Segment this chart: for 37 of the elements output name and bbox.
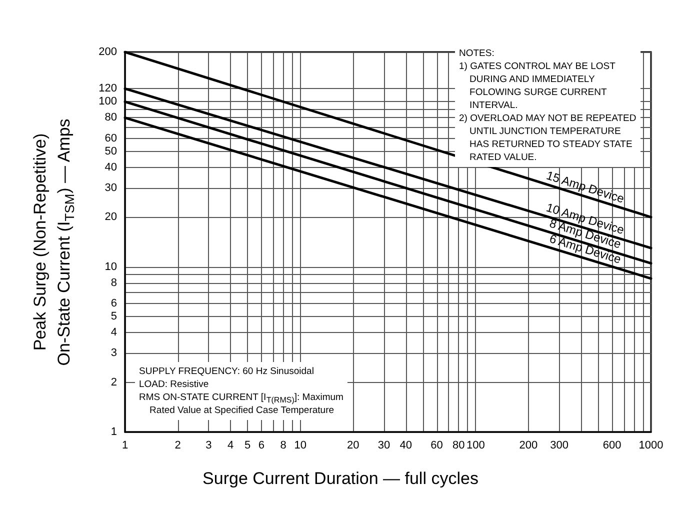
x-tick-label: 3 (206, 440, 212, 452)
y-tick-label: 1 (110, 426, 117, 438)
x-tick-label: 80 (452, 440, 465, 452)
y-tick-label: 20 (104, 211, 117, 224)
x-tick-label: 600 (602, 440, 622, 452)
x-tick-label: 5 (244, 440, 251, 452)
y-tick-label: 4 (110, 326, 117, 339)
x-tick-label: 20 (346, 440, 360, 452)
y-tick-label: 8 (110, 276, 117, 289)
x-tick-label: 200 (519, 440, 538, 452)
x-tick-label: 2 (174, 440, 181, 452)
x-tick-label: 8 (280, 440, 286, 452)
y-tick-label: 120 (98, 82, 117, 95)
y-tick-label: 6 (110, 297, 117, 310)
y-tick-label: 40 (104, 161, 117, 174)
y-tick-label: 50 (104, 145, 117, 158)
x-tick-label: 4 (228, 440, 234, 452)
x-tick-label: 1000 (638, 440, 664, 452)
x-tick-label: 1 (122, 440, 128, 452)
y-tick-label: 3 (110, 347, 117, 360)
x-tick-label: 300 (550, 440, 568, 452)
y-tick-label: 30 (104, 182, 117, 194)
x-tick-label: 10 (294, 440, 306, 452)
y-tick-label: 80 (104, 112, 117, 124)
x-tick-label: 6 (258, 440, 264, 452)
x-tick-label: 40 (400, 440, 412, 452)
text: NOTES: 1) GATES CONTROL MAY BE LOST DURING AND IMMEDIATELY FOLOWING SURGE CURRENT INTERVAL. 2) OVERLOAD MAY NOT BE REPEATED UNTIL JUNCTION TEMPERATURE HAS RETURNED TO STEADY STATE RATED VALUE. (459, 48, 636, 163)
y-tick-label: 100 (98, 96, 117, 108)
y-tick-label: 200 (98, 46, 117, 58)
x-tick-label: 100 (466, 440, 485, 452)
y-tick-label: 2 (110, 376, 117, 388)
x-axis-title: Surge Current Duration — full cycles (202, 469, 478, 488)
y-tick-label: 60 (104, 132, 117, 144)
y-tick-label: 10 (104, 260, 117, 273)
x-tick-label: 30 (378, 440, 390, 452)
y-tick-label: 5 (110, 310, 117, 323)
x-tick-label: 60 (430, 440, 443, 452)
